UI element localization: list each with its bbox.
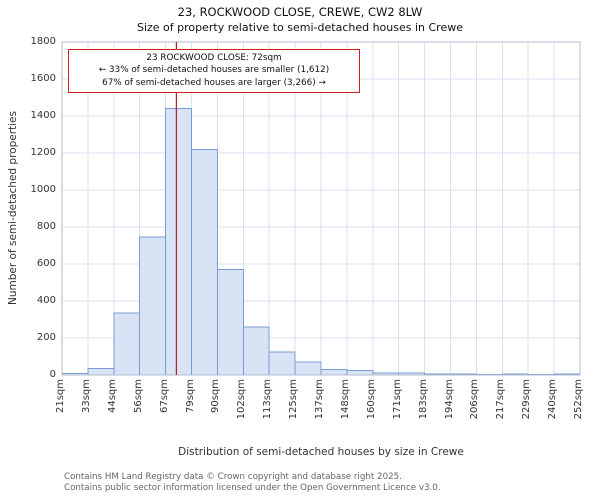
x-tick-label: 171sqm xyxy=(391,379,403,420)
plot-border xyxy=(61,41,581,376)
y-tick-label: 400 xyxy=(36,295,56,306)
y-tick-label: 800 xyxy=(36,221,56,232)
x-tick-label: 79sqm xyxy=(184,379,196,414)
x-tick-label: 44sqm xyxy=(106,379,118,414)
histogram-bar xyxy=(268,351,296,376)
x-tick-label: 33sqm xyxy=(80,379,92,414)
x-tick-label: 148sqm xyxy=(339,379,351,420)
histogram-bar xyxy=(113,312,141,376)
x-tick-label: 229sqm xyxy=(521,379,533,420)
x-tick-label: 240sqm xyxy=(547,379,559,420)
x-tick-label: 113sqm xyxy=(262,379,274,420)
x-tick-label: 67sqm xyxy=(158,379,170,414)
x-tick-label: 160sqm xyxy=(365,379,377,420)
x-tick-label: 183sqm xyxy=(417,379,429,420)
annotation-line-3: 67% of semi-detached houses are larger (… xyxy=(102,77,326,88)
x-axis-label: Distribution of semi-detached houses by … xyxy=(178,446,464,458)
y-tick-label: 1600 xyxy=(30,73,56,84)
y-tick-label: 1000 xyxy=(30,184,56,195)
histogram-bar xyxy=(165,108,193,376)
x-tick-label: 206sqm xyxy=(469,379,481,420)
histogram-bar xyxy=(242,326,270,376)
annotation-line-1: 23 ROCKWOOD CLOSE: 72sqm xyxy=(146,53,282,63)
attribution-line-2: Contains public sector information licen… xyxy=(64,483,441,494)
annotation-line-2: ← 33% of semi-detached houses are smalle… xyxy=(98,65,330,76)
x-tick-label: 21sqm xyxy=(55,379,66,414)
histogram-bar xyxy=(139,236,167,376)
attribution-line-1: Contains HM Land Registry data © Crown c… xyxy=(64,472,402,482)
x-tick-label: 56sqm xyxy=(132,379,144,414)
x-tick-label: 137sqm xyxy=(314,379,325,420)
x-tick-label: 217sqm xyxy=(495,379,507,420)
y-tick-label: 1800 xyxy=(30,36,56,47)
y-tick-label: 1400 xyxy=(30,110,56,121)
x-tick-label: 125sqm xyxy=(288,379,300,420)
attribution-footer: Contains HM Land Registry data © Crown c… xyxy=(64,472,594,495)
histogram-bar xyxy=(216,269,244,376)
x-tick-label: 90sqm xyxy=(210,379,222,414)
y-axis-label: Number of semi-detached properties xyxy=(7,111,19,306)
chart-subtitle: Size of property relative to semi-detach… xyxy=(136,21,463,34)
chart-title: 23, ROCKWOOD CLOSE, CREWE, CW2 8LW xyxy=(177,5,423,19)
histogram-bar xyxy=(294,361,322,376)
histogram-bar xyxy=(346,369,374,376)
histogram-bar xyxy=(191,148,218,376)
x-tick-label: 252sqm xyxy=(573,379,584,420)
x-tick-label: 194sqm xyxy=(443,379,455,420)
y-tick-label: 200 xyxy=(36,332,56,343)
y-tick-label: 0 xyxy=(49,369,56,380)
histogram-bar xyxy=(87,368,115,376)
histogram-bar xyxy=(320,368,348,376)
y-tick-label: 1200 xyxy=(30,147,56,158)
property-annotation-box: 23 ROCKWOOD CLOSE: 72sqm ← 33% of semi-d… xyxy=(68,49,360,93)
y-tick-label: 600 xyxy=(36,258,56,269)
x-tick-label: 102sqm xyxy=(236,379,248,420)
